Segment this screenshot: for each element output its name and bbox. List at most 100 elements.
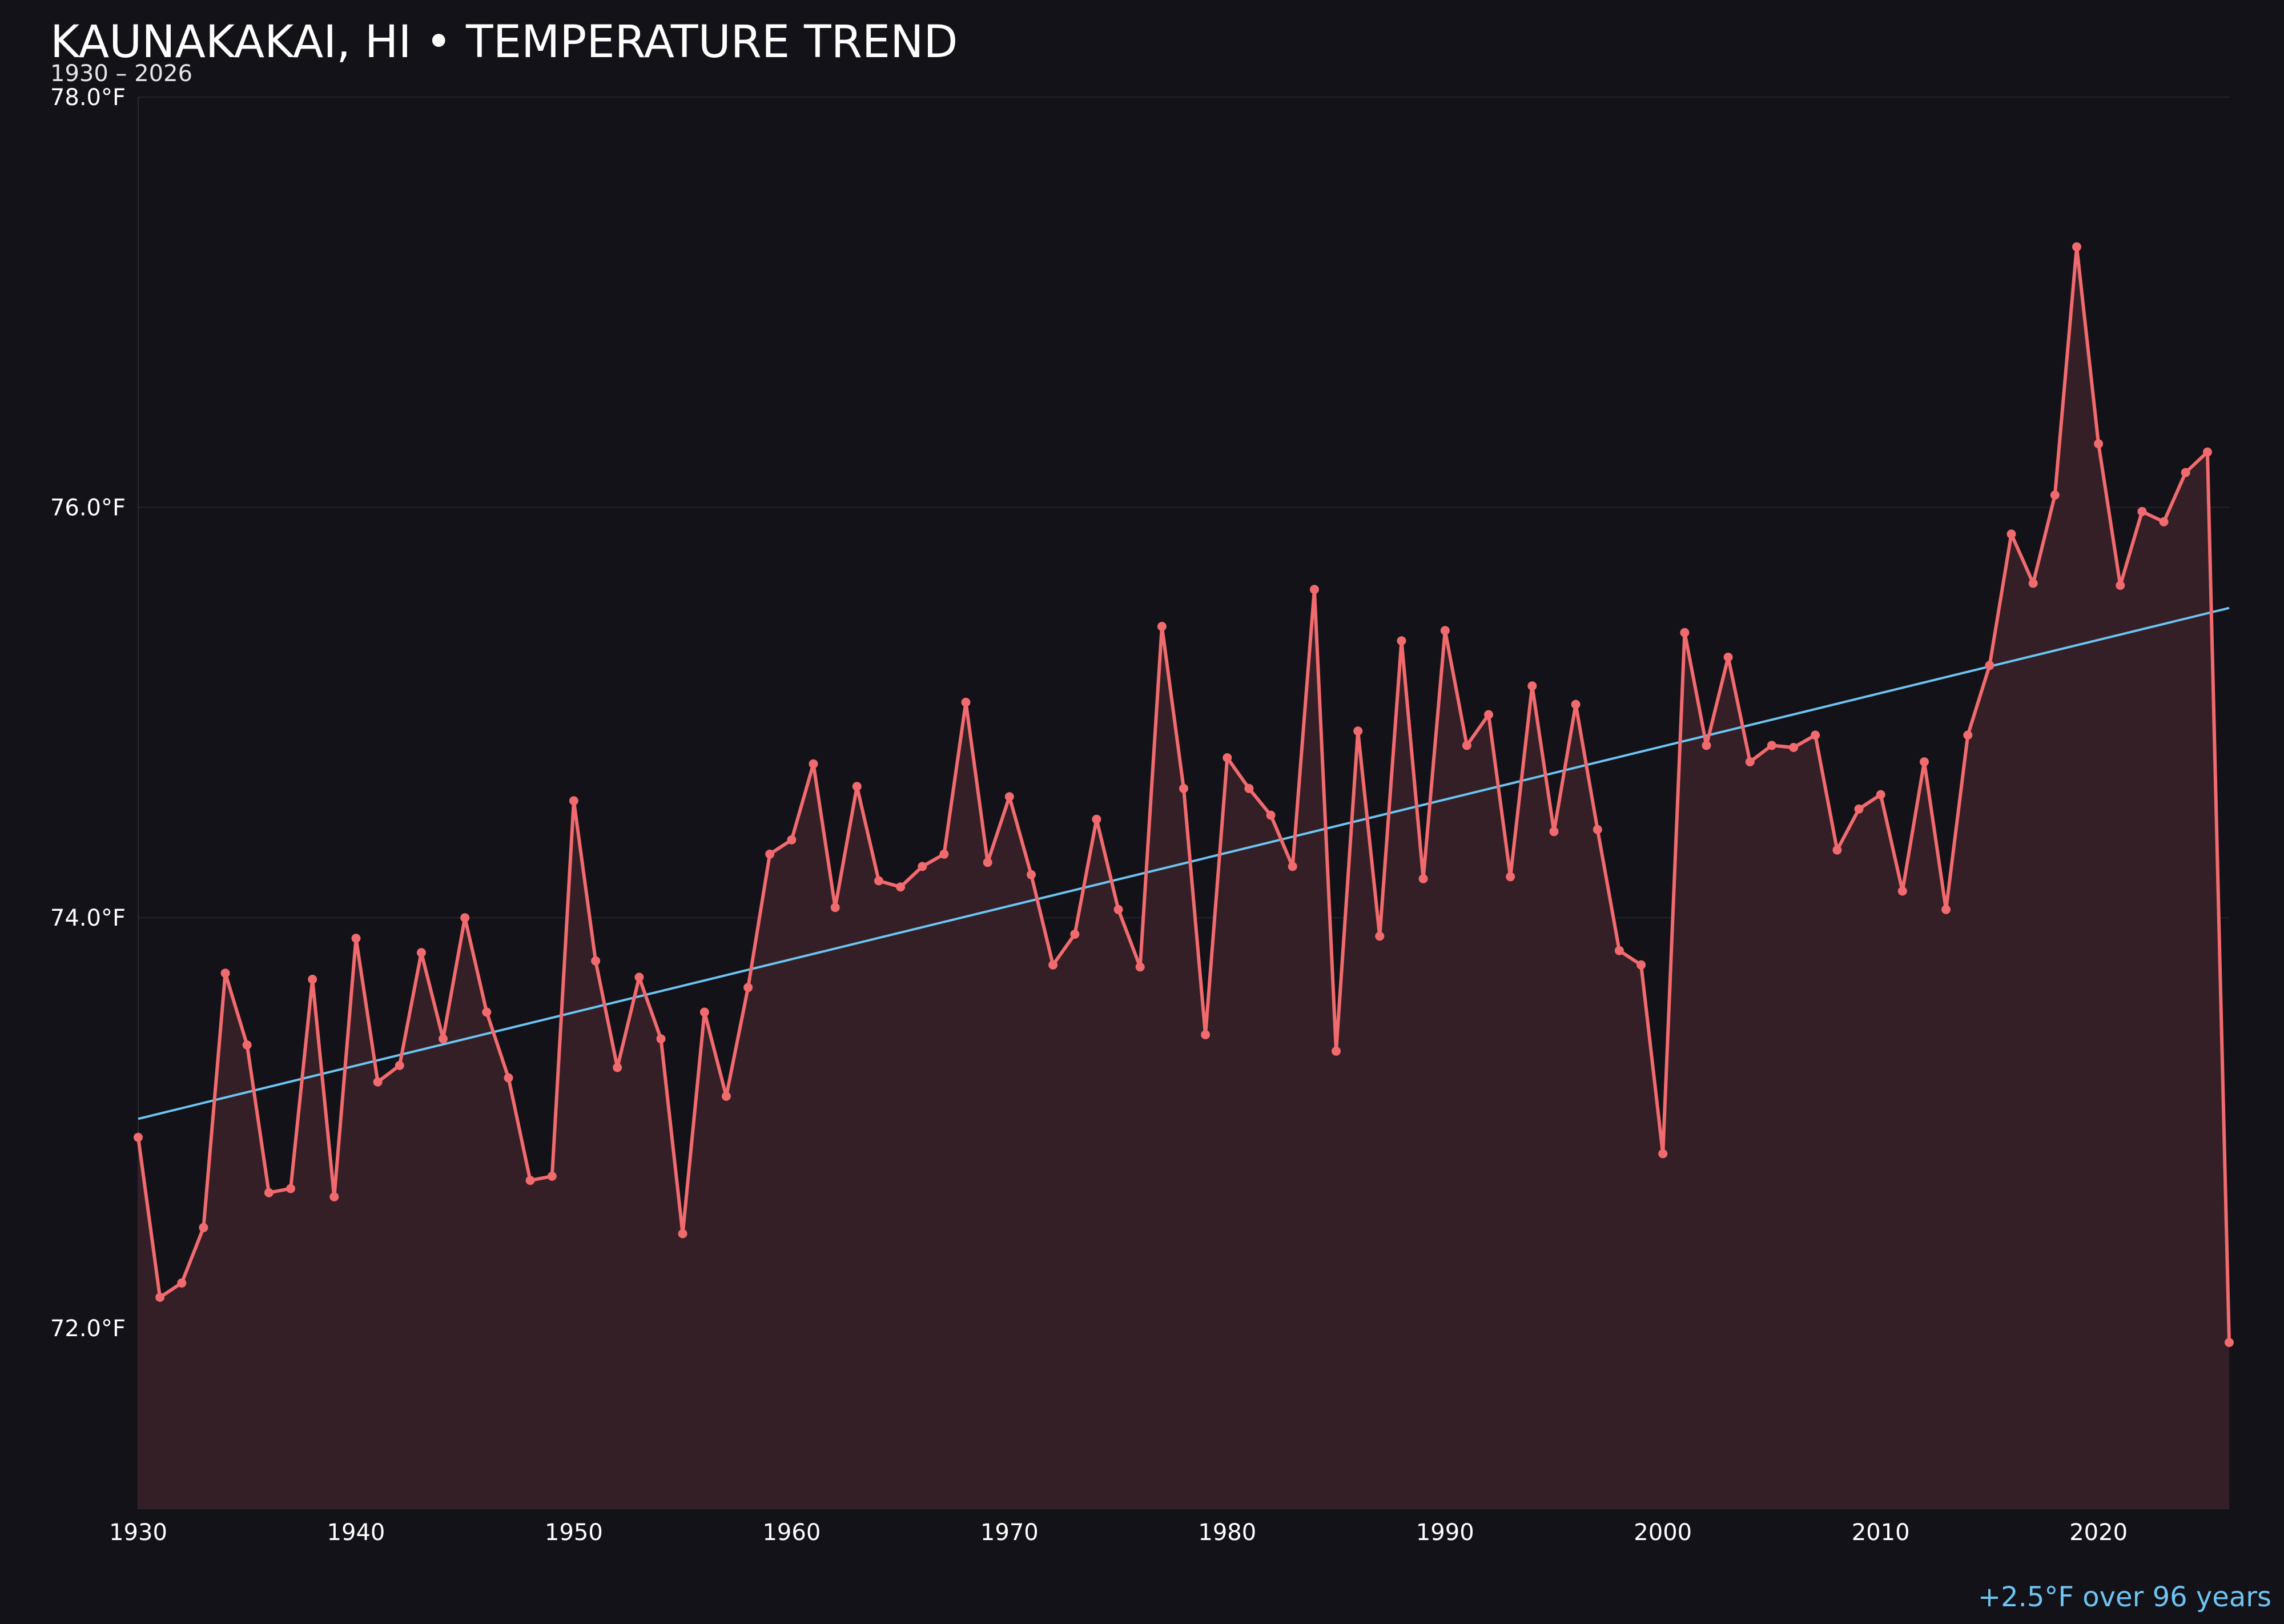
data-point	[1985, 661, 1995, 670]
data-point	[1680, 628, 1690, 637]
x-tick-label: 1930	[109, 1520, 167, 1546]
data-point	[439, 1034, 448, 1044]
data-point	[2094, 439, 2104, 449]
data-point	[155, 1292, 165, 1302]
y-tick-label: 72.0°F	[50, 1316, 126, 1342]
data-point	[1462, 741, 1471, 750]
data-point	[1309, 585, 1319, 594]
data-point	[1004, 792, 1014, 802]
data-point	[1963, 730, 1973, 740]
data-point	[1157, 622, 1167, 631]
data-point	[2028, 578, 2038, 588]
data-point	[1223, 753, 1232, 762]
data-point	[2116, 581, 2125, 590]
data-point	[765, 849, 775, 859]
data-point	[613, 1063, 622, 1072]
temperature-series	[134, 242, 2234, 1347]
data-point	[1244, 783, 1254, 793]
x-tick-label: 1950	[545, 1520, 603, 1546]
data-point	[504, 1073, 513, 1083]
trend-annotation: +2.5°F over 96 years	[1978, 1581, 2271, 1613]
y-tick-label: 76.0°F	[50, 495, 126, 521]
x-tick-label: 2000	[1634, 1520, 1692, 1546]
data-point	[525, 1176, 535, 1185]
x-tick-label: 1980	[1198, 1520, 1256, 1546]
x-tick-label: 2020	[2069, 1520, 2128, 1546]
data-point	[460, 913, 470, 923]
data-point	[1201, 1030, 1211, 1039]
data-point	[961, 697, 971, 707]
data-point	[743, 983, 753, 992]
data-point	[1549, 827, 1559, 837]
data-point	[1876, 790, 1885, 799]
x-tick-label: 2010	[1852, 1520, 1910, 1546]
data-point	[1332, 1046, 1341, 1056]
data-point	[1527, 681, 1537, 691]
data-point	[1288, 862, 1297, 871]
data-point	[1832, 845, 1842, 855]
data-point	[830, 903, 840, 913]
x-tick-label: 1990	[1416, 1520, 1474, 1546]
data-point	[373, 1077, 383, 1087]
data-point	[1506, 872, 1515, 882]
data-point	[1027, 870, 1036, 879]
data-point	[1941, 905, 1951, 914]
y-tick-label: 78.0°F	[50, 85, 126, 111]
data-point	[1179, 783, 1188, 793]
data-point	[1658, 1149, 1668, 1159]
x-tick-label: 1940	[327, 1520, 385, 1546]
data-point	[242, 1040, 252, 1050]
y-tick-label: 74.0°F	[50, 905, 126, 931]
data-point	[308, 975, 317, 984]
data-point	[395, 1060, 404, 1070]
temperature-area	[138, 247, 2229, 1509]
data-point	[809, 759, 818, 769]
data-point	[1723, 652, 1733, 662]
data-point	[1070, 930, 1080, 939]
data-point	[482, 1007, 492, 1017]
data-point	[2006, 529, 2016, 539]
data-point	[1440, 626, 1450, 636]
data-point	[2181, 468, 2190, 477]
data-point	[2050, 491, 2060, 500]
data-point	[1571, 700, 1581, 709]
data-point	[1767, 741, 1776, 750]
y-axis-ticks: 72.0°F 74.0°F 76.0°F 78.0°F	[50, 85, 126, 1342]
x-axis-ticks: 1930 1940 1950 1960 1970 1980 1990 2000 2010 2020	[109, 1520, 2128, 1546]
data-point	[1854, 804, 1864, 814]
data-point	[634, 972, 644, 982]
data-point	[2202, 447, 2212, 457]
data-point	[852, 782, 862, 791]
data-point	[351, 934, 361, 943]
data-point	[416, 948, 426, 958]
data-point	[1789, 743, 1799, 752]
data-point	[199, 1223, 208, 1232]
area-fill	[138, 247, 2229, 1509]
x-tick-label: 1960	[762, 1520, 821, 1546]
data-point	[1920, 757, 1929, 767]
data-point	[134, 1132, 143, 1142]
data-point	[721, 1091, 731, 1101]
data-point	[177, 1278, 187, 1288]
data-point	[1702, 741, 1711, 750]
data-point	[699, 1007, 709, 1017]
chart-subtitle: 1930 – 2026	[50, 61, 192, 87]
data-point	[1614, 946, 1624, 955]
data-point	[220, 968, 230, 978]
data-point	[1636, 960, 1646, 970]
data-point	[591, 956, 601, 966]
data-point	[1811, 730, 1820, 740]
data-point	[2072, 242, 2081, 252]
data-point	[1266, 810, 1276, 820]
data-point	[656, 1034, 666, 1044]
data-point	[2225, 1338, 2234, 1347]
trend-line-group	[138, 606, 2230, 1120]
data-point	[896, 882, 906, 892]
data-point	[264, 1188, 274, 1197]
trend-line	[138, 606, 2230, 1120]
data-point	[874, 876, 883, 886]
data-point	[1048, 960, 1058, 970]
data-point	[1092, 814, 1101, 824]
data-point	[983, 858, 992, 867]
